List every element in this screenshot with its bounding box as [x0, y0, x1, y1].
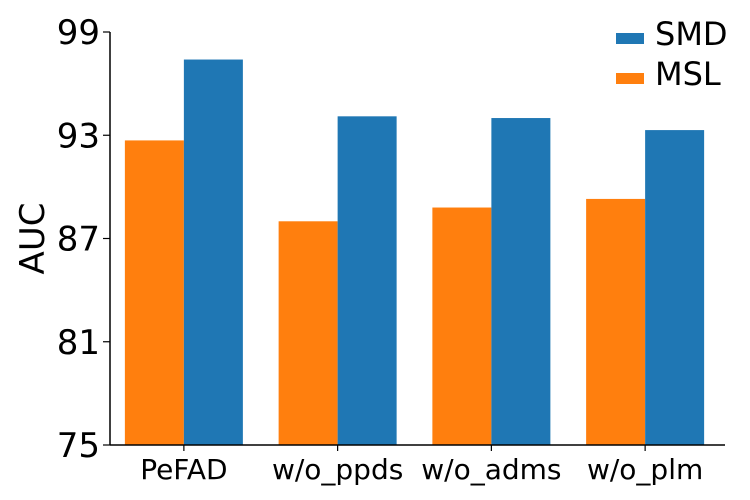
bar-msl-pefad — [124, 140, 184, 445]
bar-smd-w-o-adms — [491, 118, 551, 446]
bar-msl-w-o-adms — [432, 207, 492, 445]
x-tick-label: PeFAD — [140, 453, 227, 486]
x-tick-label: w/o_ppds — [272, 453, 403, 486]
bar-smd-w-o-plm — [645, 130, 705, 445]
legend-swatch-smd — [616, 33, 644, 44]
bar-smd-w-o-ppds — [337, 116, 397, 445]
y-tick-label: 99 — [57, 13, 100, 53]
y-tick-label: 87 — [57, 220, 100, 260]
legend-label-msl: MSL — [655, 55, 721, 93]
bar-msl-w-o-plm — [586, 198, 646, 445]
legend-label-smd: SMD — [655, 15, 728, 53]
y-ticks: 75 81 87 93 99 — [57, 13, 110, 466]
x-ticks: PeFAD w/o_ppds w/o_adms w/o_plm — [140, 445, 703, 486]
y-tick-label: 75 — [57, 426, 100, 466]
y-axis-title: AUC — [13, 203, 53, 275]
y-tick-label: 81 — [57, 323, 100, 363]
x-tick-label: w/o_adms — [421, 453, 561, 486]
y-tick-label: 93 — [57, 116, 100, 156]
bar-smd-pefad — [183, 59, 243, 446]
bar-msl-w-o-ppds — [278, 221, 338, 445]
legend-swatch-msl — [616, 73, 644, 84]
x-tick-label: w/o_plm — [587, 453, 703, 486]
bars-layer — [124, 59, 705, 446]
